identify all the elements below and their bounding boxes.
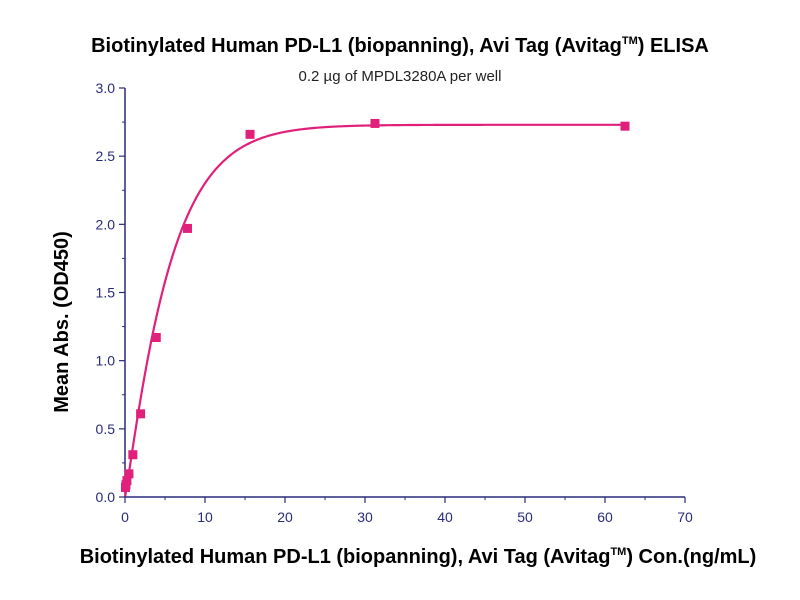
points-layer [120,118,630,492]
chart-title: Biotinylated Human PD-L1 (biopanning), A… [91,35,709,57]
data-point [245,129,255,139]
y-axis-title: Mean Abs. (OD450) [51,231,73,413]
x-tick-label: 20 [277,509,293,525]
axes [124,88,685,498]
x-tick-label: 30 [357,509,373,525]
data-point [151,332,161,342]
y-tick-label: 1.5 [96,285,116,301]
data-point [136,409,146,419]
data-point [124,469,134,479]
y-tick-label: 1.0 [96,353,116,369]
tick-marks [119,87,686,503]
fit-layer [124,123,625,497]
x-axis-title: Biotinylated Human PD-L1 (biopanning), A… [80,546,757,568]
y-tick-label: 2.5 [96,148,116,164]
y-tick-label: 3.0 [96,80,116,96]
x-tick-label: 0 [121,509,129,525]
x-tick-label: 60 [597,509,613,525]
x-tick-label: 70 [677,509,693,525]
y-tick-label: 2.0 [96,216,116,232]
y-tick-label: 0.5 [96,421,116,437]
data-point [620,121,630,131]
tick-labels: 0 10 20 30 40 50 60 70 0.0 0.5 1.0 1.5 2.0 2.5 3.0 [96,80,693,525]
data-point [182,223,192,233]
x-tick-label: 50 [517,509,533,525]
data-point [370,118,380,128]
y-tick-label: 0.0 [96,489,116,505]
x-tick-label: 10 [197,509,213,525]
data-point [128,450,138,460]
x-tick-label: 40 [437,509,453,525]
data-point [122,476,132,486]
fit-curve [124,123,625,497]
chart-subtitle: 0.2 µg of MPDL3280A per well [299,68,502,85]
